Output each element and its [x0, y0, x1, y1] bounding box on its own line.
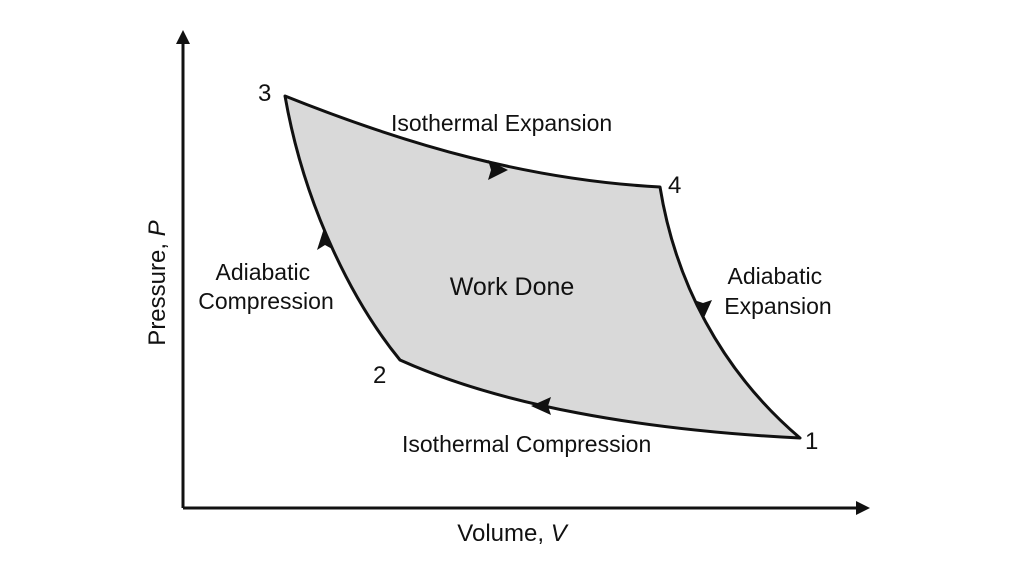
pressure-axis-symbol: P — [144, 220, 171, 236]
isothermal-compression-label: Isothermal Compression — [402, 431, 651, 457]
volume-axis-label: Volume, V — [457, 520, 568, 547]
point-label-2: 2 — [373, 362, 386, 389]
arrow-icon — [694, 300, 712, 320]
volume-axis-symbol: V — [551, 520, 569, 547]
arrow-icon — [317, 228, 334, 250]
adiabatic-expansion-line-2: Expansion — [724, 293, 831, 319]
adiabatic-compression-line-1: Adiabatic — [215, 259, 310, 285]
isothermal-expansion-label: Isothermal Expansion — [391, 110, 612, 136]
adiabatic-compression-label: Adiabatic Compression — [198, 259, 334, 314]
volume-axis-text: Volume, — [457, 520, 550, 547]
point-label-4: 4 — [668, 172, 681, 199]
point-label-3: 3 — [258, 80, 271, 107]
adiabatic-expansion-label: Adiabatic Expansion — [724, 263, 831, 319]
work-done-region — [283, 94, 802, 440]
arrow-icon — [531, 397, 551, 415]
arrow-icon — [488, 160, 508, 180]
adiabatic-compression-line-2: Compression — [198, 288, 334, 314]
adiabatic-expansion-line-1: Adiabatic — [727, 263, 822, 289]
point-label-1: 1 — [805, 428, 818, 455]
work-done-label: Work Done — [450, 273, 575, 301]
pressure-axis-label: Pressure, P — [144, 220, 171, 345]
pressure-axis-text: Pressure, — [144, 236, 171, 345]
